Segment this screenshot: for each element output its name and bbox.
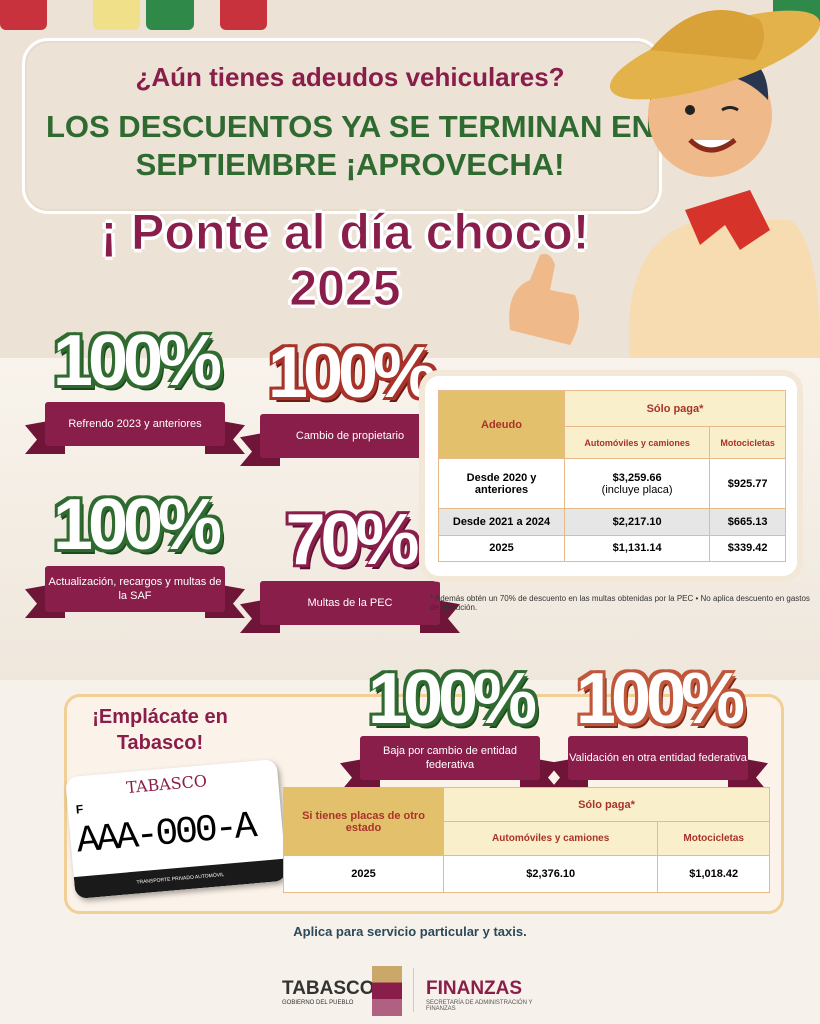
license-plate-image: TABASCO F AAA-000-A TRANSPORTE PRIVADO A…: [65, 758, 287, 900]
campaign-title: ¡ Ponte al día choco! 2025: [100, 204, 590, 317]
applies-note: Aplica para servicio particular y taxis.: [293, 924, 527, 939]
debt-table: Adeudo Sólo paga* Automóviles y camiones M…: [438, 390, 786, 563]
badge-cambio-propietario: 100% Cambio de propietario: [240, 337, 460, 478]
emplacate-title: ¡Emplácate en Tabasco!: [92, 706, 228, 754]
header-motos: Motocicletas: [709, 426, 786, 459]
plates-table: Si tienes placas de otro estado Sólo paga…: [283, 787, 770, 893]
tabasco-logo: TABASCO GOBIERNO DEL PUEBLO: [282, 978, 375, 1006]
table-row: 2025 $1,131.14 $339.42: [438, 534, 786, 563]
header-autos: Automóviles y camiones: [442, 821, 659, 856]
badge-refrendo: 100% Refrendo 2023 y anteriores: [25, 325, 245, 466]
header-autos: Automóviles y camiones: [563, 426, 711, 459]
footnote: * Además obtén un 70% de descuento en la…: [430, 594, 810, 612]
headline-question: ¿Aún tienes adeudos vehiculares?: [135, 62, 565, 92]
finanzas-logo: FINANZAS SECRETARÍA DE ADMINISTRACIÓN Y …: [426, 978, 533, 1012]
badge-validacion-entidad: 100% Validación en otra entidad federati…: [548, 663, 768, 804]
tabasco-emblem: [372, 966, 402, 1016]
headline-subtitle: LOS DESCUENTOS YA SE TERMINAN EN SEPTIEM…: [45, 109, 655, 182]
header-solo-paga: Sólo paga*: [564, 390, 786, 427]
logo-divider: [413, 968, 414, 1012]
table-row: Desde 2020 y anteriores $3,259.66 (incluye…: [438, 457, 786, 510]
character-illustration: [509, 10, 820, 358]
header-motos: Motocicletas: [657, 821, 770, 856]
debt-table-card: Adeudo Sólo paga* Automóviles y camiones M…: [425, 376, 797, 576]
badge-actualizacion: 100% Actualización, recargos y multas de…: [25, 489, 245, 630]
table-row: Desde 2021 a 2024 $2,217.10 $665.13: [438, 508, 786, 536]
table-row: 2025 $2,376.10 $1,018.42: [283, 855, 770, 893]
header-adeudo: Adeudo: [438, 390, 565, 459]
badge-baja-entidad: 100% Baja por cambio de entidad federati…: [340, 663, 560, 804]
badge-multas-pec: 70% Multas de la PEC: [240, 504, 460, 645]
header-solo-paga: Sólo paga*: [443, 787, 770, 822]
header-otro-estado: Si tienes placas de otro estado: [283, 787, 444, 856]
